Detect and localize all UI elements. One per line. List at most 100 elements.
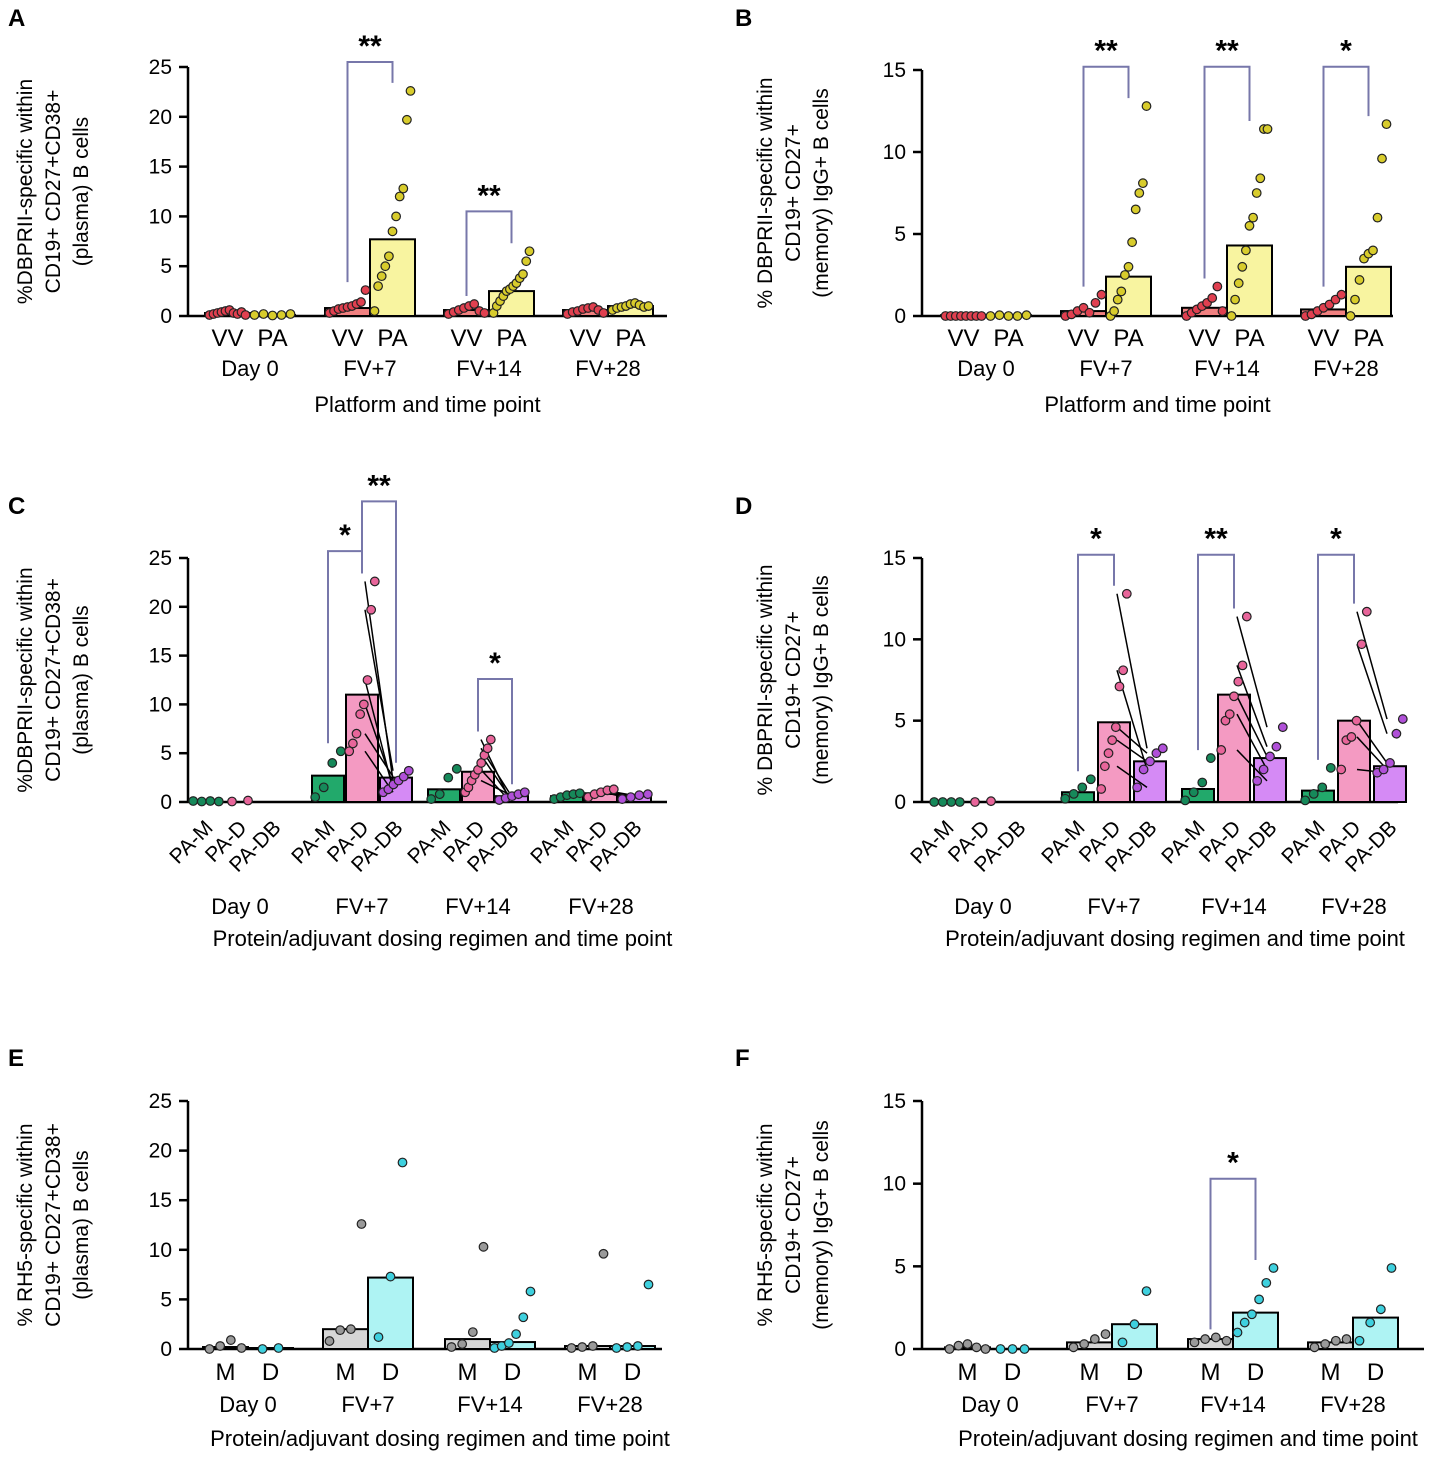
data-point bbox=[1134, 188, 1145, 198]
paired-line bbox=[1116, 726, 1148, 754]
data-point bbox=[1138, 764, 1149, 775]
data-point bbox=[1145, 756, 1155, 767]
timepoint-label: FV+14 bbox=[1201, 894, 1266, 919]
category-label: PA bbox=[1353, 325, 1383, 352]
y-axis-label: (plasma) B cells bbox=[70, 117, 93, 266]
significance-bracket bbox=[1209, 1177, 1257, 1330]
category-label: D bbox=[1004, 1359, 1021, 1386]
data-point bbox=[356, 1219, 367, 1229]
data-point bbox=[1180, 795, 1191, 806]
data-point bbox=[971, 1342, 982, 1353]
paired-line bbox=[1356, 720, 1388, 764]
significance-label: * bbox=[1227, 1147, 1239, 1180]
paired-line bbox=[1356, 736, 1388, 770]
data-point bbox=[394, 191, 405, 202]
category-label: PA bbox=[1234, 325, 1264, 352]
data-point bbox=[345, 1324, 356, 1335]
significance-label: ** bbox=[367, 469, 391, 502]
data-point bbox=[1099, 761, 1110, 772]
data-point bbox=[1189, 1337, 1200, 1348]
data-point bbox=[335, 746, 346, 757]
data-point bbox=[1207, 293, 1218, 303]
x-axis-label: Protein/adjuvant dosing regimen and time… bbox=[213, 926, 673, 951]
data-point bbox=[369, 306, 380, 316]
data-point bbox=[240, 310, 251, 320]
data-point bbox=[1317, 782, 1328, 793]
data-point bbox=[1141, 101, 1152, 111]
data-point bbox=[1200, 1334, 1211, 1344]
y-tick-label: 10 bbox=[149, 205, 172, 228]
panel-label: C bbox=[8, 493, 25, 520]
data-point bbox=[944, 1344, 955, 1354]
data-point bbox=[1021, 310, 1032, 321]
data-point bbox=[267, 310, 278, 321]
data-point bbox=[443, 772, 454, 783]
data-point bbox=[215, 1341, 226, 1351]
category-label: PA bbox=[257, 325, 287, 352]
category-label: PA bbox=[615, 325, 645, 352]
data-point bbox=[1237, 261, 1248, 272]
timepoint-label: Day 0 bbox=[961, 1392, 1018, 1417]
data-point bbox=[1068, 788, 1079, 799]
data-point bbox=[1060, 793, 1071, 804]
category-label: PA bbox=[496, 325, 526, 352]
data-point bbox=[642, 789, 653, 800]
data-point bbox=[1089, 1334, 1100, 1344]
bar-pa-db bbox=[1373, 765, 1407, 803]
significance-label: * bbox=[1090, 523, 1102, 556]
timepoint-label: FV+7 bbox=[343, 356, 396, 381]
x-axis-label: Platform and time point bbox=[1044, 392, 1270, 417]
data-point bbox=[446, 1342, 457, 1352]
y-tick-label: 25 bbox=[149, 1090, 172, 1113]
panel-d: D % DBPRII-specific within CD19+ CD27+ (mem… bbox=[735, 493, 1408, 951]
data-point bbox=[478, 1241, 489, 1252]
data-point bbox=[387, 226, 398, 237]
data-point bbox=[276, 310, 287, 320]
data-point bbox=[1255, 173, 1266, 184]
data-point bbox=[574, 788, 585, 799]
bar-pa bbox=[1226, 244, 1273, 317]
data-point bbox=[504, 1338, 514, 1348]
x-axis-label: Protein/adjuvant dosing regimen and time… bbox=[210, 1426, 670, 1451]
category-label: M bbox=[958, 1359, 978, 1386]
category-label: M bbox=[578, 1359, 598, 1386]
data-point bbox=[521, 256, 532, 267]
data-point bbox=[482, 743, 493, 754]
data-point bbox=[335, 1325, 346, 1336]
data-point bbox=[986, 796, 996, 807]
data-point bbox=[1341, 1334, 1352, 1344]
data-point bbox=[1216, 745, 1227, 755]
data-point bbox=[634, 790, 645, 801]
y-axis-label: CD19+ CD27+CD38+ bbox=[42, 1123, 65, 1327]
category-label: D bbox=[382, 1359, 399, 1386]
data-point bbox=[1378, 764, 1389, 775]
data-point bbox=[1309, 1342, 1320, 1353]
category-label: M bbox=[336, 1359, 356, 1386]
y-tick-label: 15 bbox=[149, 1189, 172, 1212]
data-point bbox=[479, 308, 490, 318]
category-label: D bbox=[262, 1359, 279, 1386]
y-axis-label: % DBPRII-specific within bbox=[754, 77, 777, 308]
data-point bbox=[995, 1344, 1006, 1354]
data-point bbox=[1230, 294, 1240, 305]
y-tick-label: 0 bbox=[160, 791, 172, 814]
timepoint-label: FV+14 bbox=[456, 356, 521, 381]
data-point bbox=[1265, 751, 1275, 762]
data-point bbox=[1271, 741, 1282, 752]
y-tick-label: 15 bbox=[883, 1090, 906, 1113]
data-point bbox=[587, 1341, 598, 1351]
data-point bbox=[1217, 306, 1228, 316]
category-label: M bbox=[458, 1359, 478, 1386]
data-point bbox=[1258, 764, 1269, 775]
data-point bbox=[1096, 784, 1107, 794]
y-axis-label: % DBPRII-specific within bbox=[754, 564, 777, 795]
data-point bbox=[1325, 762, 1336, 773]
significance-label: ** bbox=[477, 179, 501, 212]
data-point bbox=[1137, 178, 1148, 189]
panel-e: E % RH5-specific within CD19+ CD27+CD38+ (p… bbox=[8, 1045, 670, 1451]
y-tick-label: 0 bbox=[894, 791, 906, 814]
y-tick-label: 25 bbox=[149, 547, 172, 570]
data-point bbox=[1368, 245, 1378, 256]
significance-label: * bbox=[1340, 35, 1352, 68]
y-tick-label: 20 bbox=[149, 596, 172, 619]
